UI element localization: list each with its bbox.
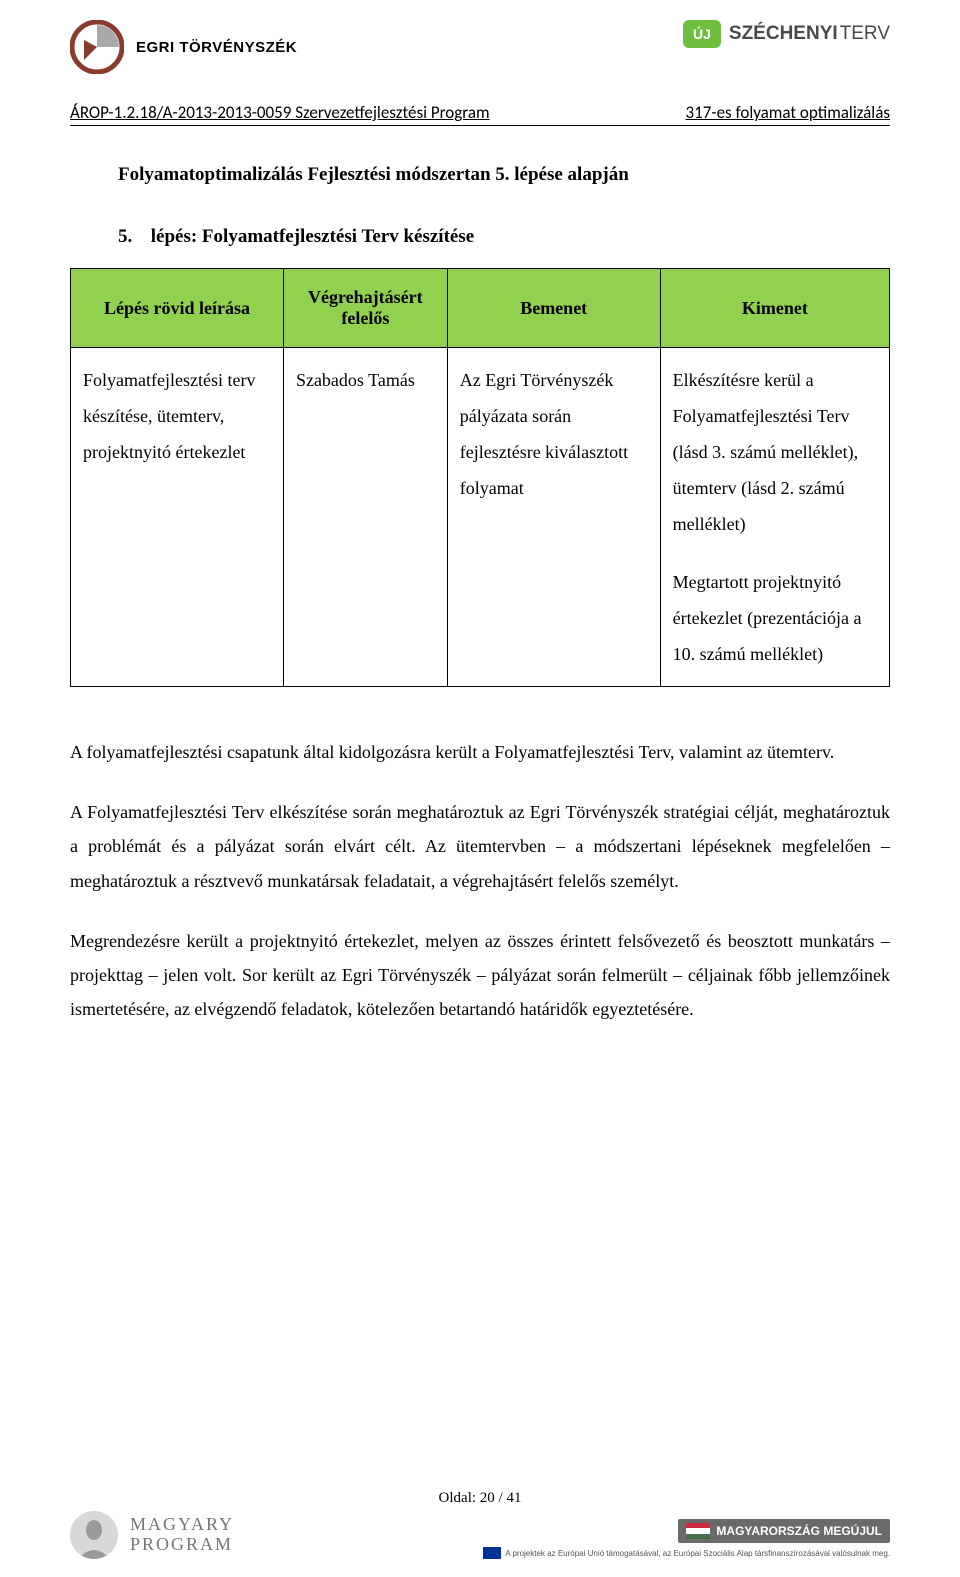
page-header: EGRI TÖRVÉNYSZÉK ÚJ SZÉCHENYITERV — [70, 20, 890, 74]
output-block-2: Megtartott projektnyitó értekezlet (prez… — [673, 564, 877, 672]
paragraph-2: A Folyamatfejlesztési Terv elkészítése s… — [70, 795, 890, 898]
table-header-4: Kimenet — [660, 269, 889, 348]
uj-badge: ÚJ — [683, 20, 721, 48]
table-cell-responsible: Szabados Tamás — [283, 348, 447, 687]
footer-left: MAGYARY PROGRAM — [70, 1511, 234, 1559]
subheader-left: ÁROP-1.2.18/A-2013-2013-0059 Szervezetfe… — [70, 102, 490, 123]
eu-cofinance-line: A projektek az Európai Unió támogatásáva… — [483, 1547, 890, 1559]
szechenyi-text: SZÉCHENYITERV — [729, 23, 890, 45]
egri-logo-icon — [70, 20, 124, 74]
eu-text: A projektek az Európai Unió támogatásáva… — [505, 1549, 890, 1558]
output-block-1: Elkészítésre kerül a Folyamatfejlesztési… — [673, 362, 877, 542]
megujul-badge: MAGYARORSZÁG MEGÚJUL — [678, 1519, 890, 1543]
page-footer: MAGYARY PROGRAM MAGYARORSZÁG MEGÚJUL A p… — [70, 1511, 890, 1559]
szechenyi-light: TERV — [840, 23, 890, 44]
header-left: EGRI TÖRVÉNYSZÉK — [70, 20, 297, 74]
header-right: ÚJ SZÉCHENYITERV — [683, 20, 890, 48]
szechenyi-bold: SZÉCHENYI — [729, 23, 838, 44]
table-cell-desc: Folyamatfejlesztési terv készítése, ütem… — [71, 348, 284, 687]
table-header-row: Lépés rövid leírása Végrehajtásért felel… — [71, 269, 890, 348]
page-number: Oldal: 20 / 41 — [0, 1490, 960, 1507]
step-text: lépés: Folyamatfejlesztési Terv készítés… — [151, 226, 474, 247]
hungary-flag-icon — [686, 1523, 710, 1539]
magyary-line1: MAGYARY — [130, 1515, 234, 1535]
table-header-3: Bemenet — [447, 269, 660, 348]
megujul-text: MAGYARORSZÁG MEGÚJUL — [716, 1524, 882, 1538]
subheader: ÁROP-1.2.18/A-2013-2013-0059 Szervezetfe… — [70, 102, 890, 126]
subheader-right: 317-es folyamat optimalizálás — [686, 102, 890, 123]
magyary-line2: PROGRAM — [130, 1535, 234, 1555]
paragraph-1: A folyamatfejlesztési csapatunk által ki… — [70, 735, 890, 769]
eu-flag-icon — [483, 1547, 501, 1559]
header-org-name: EGRI TÖRVÉNYSZÉK — [136, 39, 297, 56]
table-row: Folyamatfejlesztési terv készítése, ütem… — [71, 348, 890, 687]
paragraph-3: Megrendezésre került a projektnyitó érte… — [70, 924, 890, 1027]
footer-right: MAGYARORSZÁG MEGÚJUL A projektek az Euró… — [483, 1515, 890, 1559]
step-number: 5. — [118, 226, 146, 248]
table-header-1: Lépés rövid leírása — [71, 269, 284, 348]
process-table: Lépés rövid leírása Végrehajtásért felel… — [70, 268, 890, 687]
magyary-text: MAGYARY PROGRAM — [130, 1515, 234, 1555]
table-cell-output: Elkészítésre kerül a Folyamatfejlesztési… — [660, 348, 889, 687]
step-heading: 5. lépés: Folyamatfejlesztési Terv készí… — [118, 226, 890, 248]
magyary-portrait-icon — [70, 1511, 118, 1559]
table-cell-input: Az Egri Törvényszék pályázata során fejl… — [447, 348, 660, 687]
table-header-2: Végrehajtásért felelős — [283, 269, 447, 348]
document-title: Folyamatoptimalizálás Fejlesztési módsze… — [118, 164, 890, 186]
